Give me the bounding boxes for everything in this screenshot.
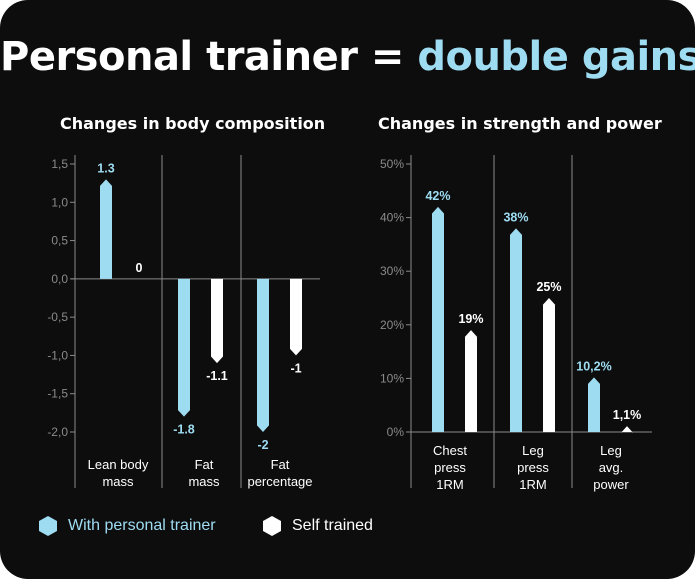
y-tick-label: 20% <box>380 318 404 332</box>
category-label: avg. <box>599 460 624 475</box>
legend-label-personal-trainer: With personal trainer <box>68 517 216 534</box>
category-label: Fat <box>271 457 290 472</box>
page-title: Personal trainer = double gains <box>0 34 695 80</box>
category-label: 1RM <box>436 477 463 492</box>
hexagon-icon <box>263 516 281 536</box>
category-label: Lean body <box>88 457 149 472</box>
category-label: Chest <box>433 443 467 458</box>
bar-self-trained <box>465 330 477 432</box>
title-highlight: double gains <box>417 34 695 80</box>
bar-personal-trainer <box>257 278 269 432</box>
bar-personal-trainer <box>588 377 600 432</box>
category-label: Leg <box>600 443 622 458</box>
bar-self-trained <box>621 426 633 433</box>
y-tick-label: 1,5 <box>51 157 68 171</box>
category-label: press <box>434 460 466 475</box>
category-label: 1RM <box>519 477 546 492</box>
y-tick-label: -2,0 <box>47 425 68 439</box>
data-label: 0 <box>136 261 143 275</box>
y-tick-label: -1,5 <box>47 387 68 401</box>
data-label: 1,1% <box>613 408 642 422</box>
body-composition-chart-title: Changes in body composition <box>60 114 326 133</box>
legend-item-personal-trainer: With personal trainer <box>38 515 216 537</box>
data-label: 19% <box>458 312 483 326</box>
bar-self-trained <box>211 278 223 364</box>
category-label: mass <box>102 474 134 489</box>
y-tick-label: 0,0 <box>51 272 68 286</box>
data-label: 38% <box>503 210 528 224</box>
data-label: 10,2% <box>576 359 611 373</box>
bar-personal-trainer <box>432 206 444 432</box>
y-tick-label: 40% <box>380 211 404 225</box>
y-tick-label: 0,5 <box>51 234 68 248</box>
bar-personal-trainer <box>178 278 190 417</box>
y-tick-label: 50% <box>380 157 404 171</box>
strength-power-chart-title: Changes in strength and power <box>378 114 662 133</box>
category-label: power <box>593 477 629 492</box>
data-label: -1.1 <box>206 369 228 383</box>
category-label: Leg <box>522 443 544 458</box>
data-label: -2 <box>257 438 268 452</box>
category-label: mass <box>188 474 220 489</box>
legend-item-self-trained: Self trained <box>262 515 373 537</box>
category-label: press <box>517 460 549 475</box>
y-tick-label: -1,0 <box>47 348 68 362</box>
data-label: 25% <box>536 280 561 294</box>
hexagon-icon <box>39 516 57 536</box>
y-tick-label: 30% <box>380 264 404 278</box>
category-label: percentage <box>247 474 312 489</box>
y-tick-label: -0,5 <box>47 310 68 324</box>
y-tick-label: 1,0 <box>51 195 68 209</box>
data-label: 42% <box>425 189 450 203</box>
bar-self-trained <box>543 298 555 432</box>
bar-personal-trainer <box>100 179 112 279</box>
bar-personal-trainer <box>510 228 522 432</box>
bar-self-trained <box>290 278 302 356</box>
title-prefix: Personal trainer = <box>0 34 418 80</box>
data-label: -1.8 <box>173 423 195 437</box>
legend-label-self-trained: Self trained <box>292 517 373 534</box>
y-tick-label: 10% <box>380 371 404 385</box>
data-label: 1.3 <box>97 161 114 175</box>
category-label: Fat <box>195 457 214 472</box>
y-tick-label: 0% <box>387 425 405 439</box>
data-label: -1 <box>290 361 301 375</box>
